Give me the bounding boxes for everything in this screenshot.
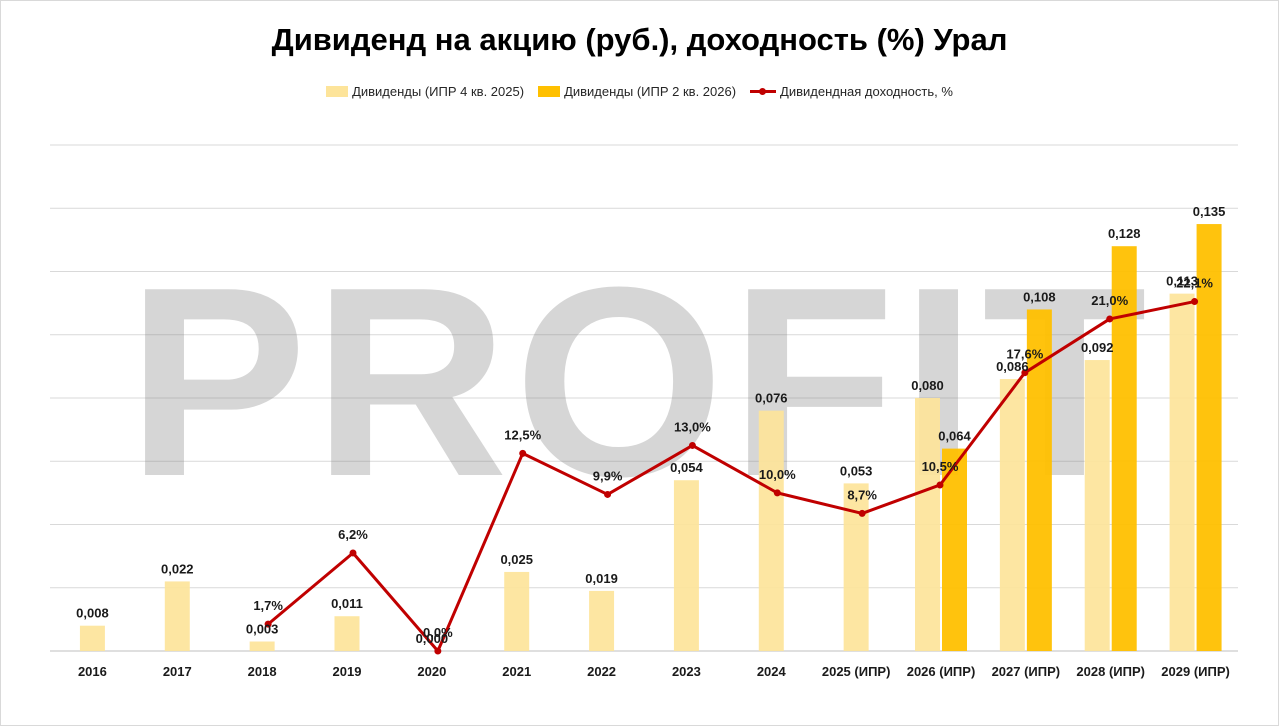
point-dividend-yield [1106, 315, 1114, 323]
data-label-dividend-yield: 22,1% [1176, 276, 1213, 291]
data-label-dividend-yield: 0,0% [423, 625, 453, 640]
data-label-dividend-yield: 12,5% [504, 427, 541, 442]
point-dividend-yield [434, 647, 442, 655]
x-tick-label: 2024 [757, 664, 787, 679]
data-label-dividend-yield: 1,7% [253, 598, 283, 613]
line-dividend-yield [267, 300, 1195, 653]
data-label-dividends-4q2025: 0,080 [911, 378, 944, 393]
legend-swatch-dividends-4q2025 [326, 86, 349, 97]
data-label-dividends-4q2025: 0,054 [670, 460, 703, 475]
legend-label-dividend-yield: Дивидендная доходность, % [780, 84, 953, 99]
data-label-dividend-yield: 8,7% [847, 487, 877, 502]
point-dividend-yield [773, 489, 781, 497]
chart-title: Дивиденд на акцию (руб.), доходность (%)… [271, 22, 1008, 57]
bar-dividends-4q2025 [79, 625, 105, 651]
watermark-layer: PROFIT [127, 232, 1153, 533]
bar-dividends-4q2025 [1084, 360, 1110, 651]
x-tick-label: 2020 [417, 664, 446, 679]
legend-item-dividend-yield: Дивидендная доходность, % [750, 84, 953, 99]
data-label-dividends-4q2025: 0,019 [585, 571, 618, 586]
watermark: PROFIT [127, 232, 1153, 533]
x-tick-label: 2018 [248, 664, 277, 679]
data-label-dividends-4q2025: 0,092 [1081, 340, 1114, 355]
x-tick-label: 2026 (ИПР) [907, 664, 976, 679]
bar-dividends-4q2025 [758, 410, 784, 651]
point-dividend-yield [264, 620, 272, 628]
legend: Дивиденды (ИПР 4 кв. 2025) Дивиденды (ИП… [0, 84, 1279, 99]
x-tick-label: 2029 (ИПР) [1161, 664, 1230, 679]
data-label-dividend-yield: 21,0% [1091, 293, 1128, 308]
bar-dividends-4q2025 [1169, 293, 1195, 651]
point-dividend-yield [1191, 298, 1199, 306]
data-label-dividends-4q2025: 0,025 [500, 552, 533, 567]
data-label-dividends-4q2025: 0,076 [755, 391, 788, 406]
data-label-dividends-4q2025: 0,011 [331, 596, 363, 611]
data-label-dividends-2q2026: 0,135 [1193, 204, 1226, 219]
bar-dividends-2q2026 [1196, 224, 1222, 651]
data-label-dividend-yield: 10,5% [922, 459, 959, 474]
x-tick-label: 2022 [587, 664, 616, 679]
data-label-dividends-2q2026: 0,128 [1108, 226, 1141, 241]
point-dividend-yield [936, 481, 944, 489]
bar-dividends-4q2025 [915, 398, 940, 651]
labels-layer: 2016 2017 2018 2019 2020 2021 2022 2023 2024 2025… [76, 204, 1230, 679]
data-label-dividends-2q2026: 0,108 [1023, 289, 1056, 304]
point-dividend-yield [519, 449, 527, 457]
x-tick-label: 2027 (ИПР) [992, 664, 1061, 679]
x-tick-label: 2023 [672, 664, 701, 679]
data-label-dividend-yield: 9,9% [593, 468, 623, 483]
data-label-dividends-4q2025: 0,022 [161, 561, 194, 576]
legend-label-dividends-4q2025: Дивиденды (ИПР 4 кв. 2025) [352, 84, 525, 99]
x-tick-label: 2028 (ИПР) [1076, 664, 1145, 679]
point-dividend-yield [349, 549, 357, 557]
data-label-dividend-yield: 10,0% [759, 467, 796, 482]
x-tick-label: 2017 [163, 664, 192, 679]
data-label-dividends-4q2025: 0,003 [246, 622, 279, 637]
bar-dividends-4q2025 [249, 641, 275, 651]
bar-dividends-4q2025 [504, 571, 530, 651]
data-label-dividends-4q2025: 0,008 [76, 606, 109, 621]
data-label-dividends-4q2025: 0,000 [416, 631, 449, 646]
x-tick-label: 2025 (ИПР) [822, 664, 891, 679]
point-dividend-yield [688, 441, 696, 449]
data-label-dividends-4q2025: 0,053 [840, 463, 873, 478]
legend-label-dividends-2q2026: Дивиденды (ИПР 2 кв. 2026) [564, 84, 737, 99]
point-dividend-yield [604, 490, 612, 498]
legend-item-dividends-2q2026: Дивиденды (ИПР 2 кв. 2026) [538, 84, 736, 99]
legend-swatch-dividend-yield [750, 86, 777, 97]
data-label-dividend-yield: 6,2% [338, 527, 368, 542]
data-label-dividend-yield: 17,6% [1006, 347, 1043, 362]
bar-dividends-4q2025 [673, 480, 699, 651]
bar-dividends-2q2026 [1026, 309, 1052, 651]
data-label-dividends-2q2026: 0,064 [938, 429, 971, 444]
legend-item-dividends-4q2025: Дивиденды (ИПР 4 кв. 2025) [326, 84, 524, 99]
point-dividend-yield [1021, 369, 1029, 377]
bar-dividends-2q2026 [942, 448, 967, 651]
line-layer [264, 298, 1199, 655]
bar-dividends-4q2025 [589, 590, 615, 651]
bar-dividends-4q2025 [164, 581, 190, 651]
x-tick-label: 2019 [333, 664, 362, 679]
legend-swatch-dividends-2q2026 [538, 86, 561, 97]
point-dividend-yield [858, 509, 866, 517]
data-label-dividends-4q2025: 0,086 [996, 359, 1029, 374]
x-tick-label: 2016 [78, 664, 107, 679]
data-label-dividend-yield: 13,0% [674, 419, 711, 434]
bar-dividends-4q2025 [334, 616, 360, 651]
data-label-dividends-4q2025: 0,113 [1166, 274, 1198, 289]
x-tick-label: 2021 [502, 664, 531, 679]
bar-dividends-4q2025 [999, 379, 1025, 651]
